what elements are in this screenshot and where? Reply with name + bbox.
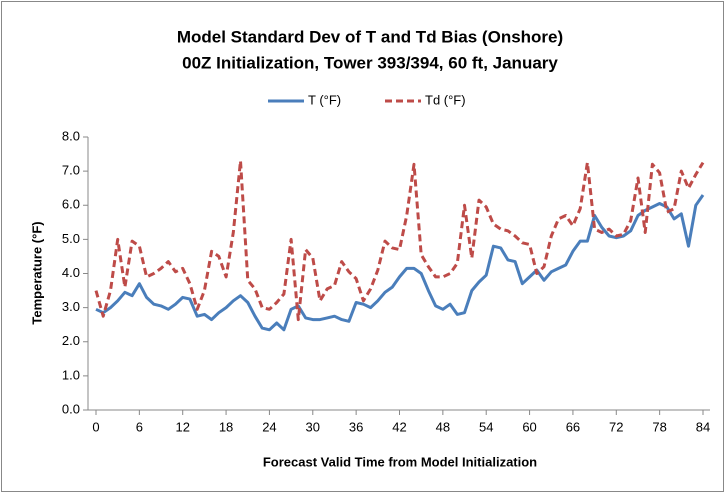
legend-label: T (°F) bbox=[308, 92, 341, 107]
x-tick-label: 84 bbox=[696, 419, 710, 434]
y-tick-label: 7.0 bbox=[62, 163, 80, 178]
y-tick-label: 3.0 bbox=[62, 299, 80, 314]
x-tick-label: 42 bbox=[392, 419, 406, 434]
y-tick-label: 0.0 bbox=[62, 401, 80, 416]
y-axis-title: Temperature (°F) bbox=[29, 221, 44, 324]
x-tick-label: 6 bbox=[136, 419, 143, 434]
x-tick-label: 24 bbox=[262, 419, 276, 434]
x-tick-label: 12 bbox=[175, 419, 189, 434]
y-tick-label: 5.0 bbox=[62, 231, 80, 246]
x-tick-label: 54 bbox=[479, 419, 493, 434]
x-tick-label: 36 bbox=[349, 419, 363, 434]
x-tick-label: 60 bbox=[522, 419, 536, 434]
y-tick-label: 8.0 bbox=[62, 128, 80, 143]
y-tick-label: 6.0 bbox=[62, 197, 80, 212]
legend-label: Td (°F) bbox=[425, 92, 466, 107]
x-tick-label: 66 bbox=[566, 419, 580, 434]
chart-title: Model Standard Dev of T and Td Bias (Ons… bbox=[177, 27, 563, 46]
y-tick-label: 4.0 bbox=[62, 265, 80, 280]
chart-subtitle: 00Z Initialization, Tower 393/394, 60 ft… bbox=[182, 53, 558, 72]
y-tick-label: 2.0 bbox=[62, 333, 80, 348]
x-tick-label: 48 bbox=[436, 419, 450, 434]
x-tick-label: 18 bbox=[219, 419, 233, 434]
y-tick-label: 1.0 bbox=[62, 367, 80, 382]
x-tick-label: 78 bbox=[652, 419, 666, 434]
data-line bbox=[94, 159, 705, 322]
x-tick-label: 72 bbox=[609, 419, 623, 434]
x-tick-label: 30 bbox=[306, 419, 320, 434]
x-tick-label: 0 bbox=[92, 419, 99, 434]
x-axis-title: Forecast Valid Time from Model Initializ… bbox=[263, 454, 537, 469]
data-line bbox=[95, 194, 705, 332]
